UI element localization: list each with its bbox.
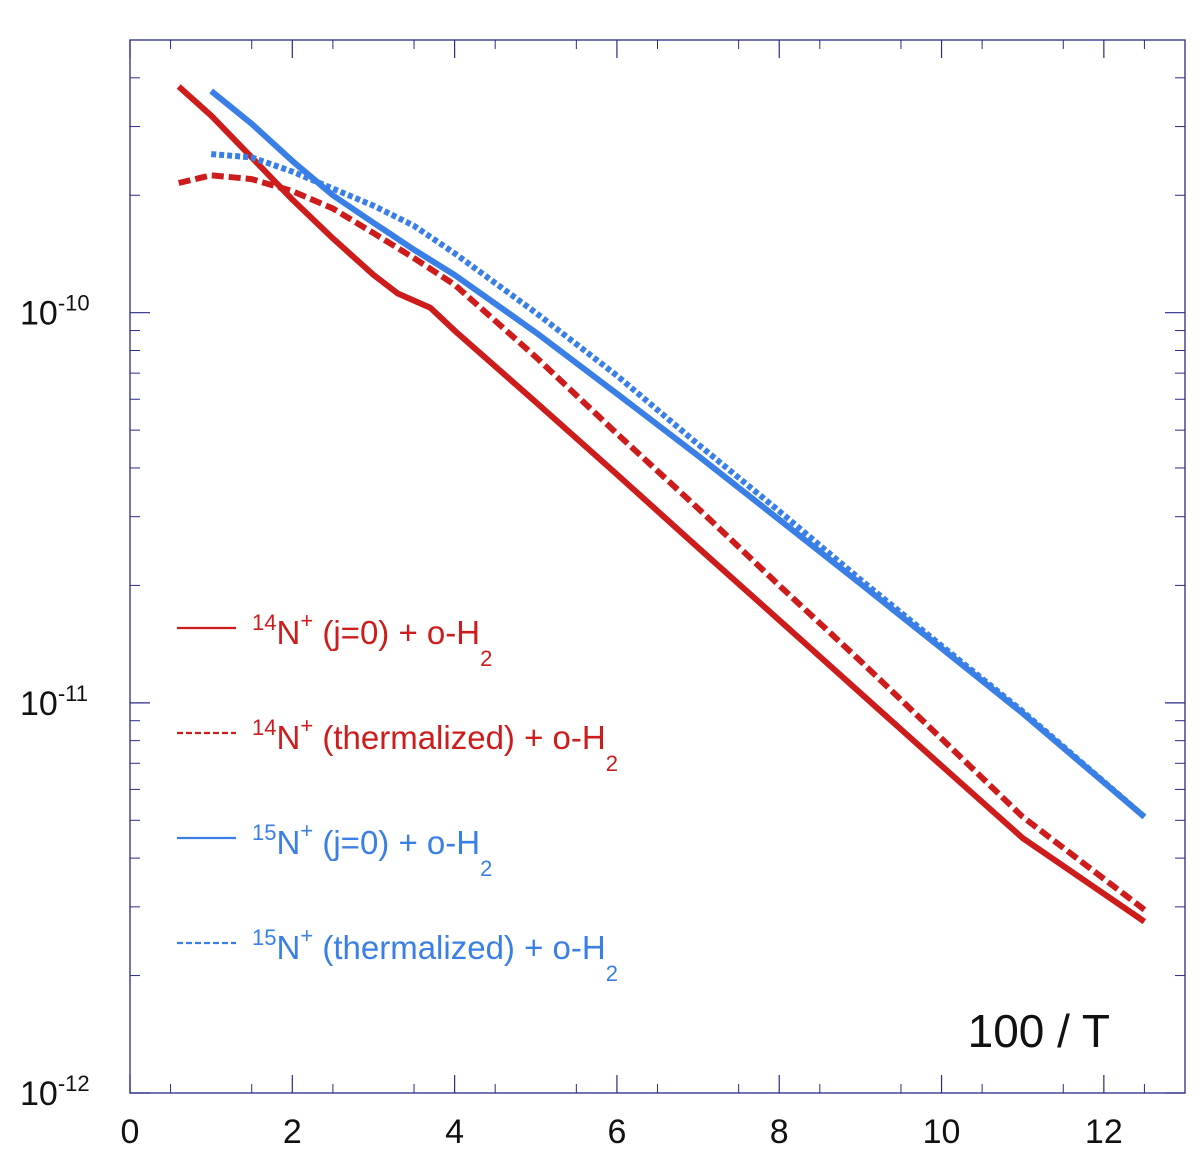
legend-mass-number: 15 [252,925,276,950]
y-tick-exponent: -11 [58,681,88,706]
y-tick-base: 10 [20,295,58,333]
series-line-4 [210,151,1147,820]
legend-element: N [276,614,300,651]
annotation-100-over-t: 100 / T [968,1005,1110,1057]
x-tick-label-8: 8 [770,1113,789,1151]
y-tick-label-1e-11: 10-11 [20,681,88,723]
y-tick-exponent: -12 [58,1071,90,1096]
legend-charge: + [300,713,313,738]
legend-subscript: 2 [480,856,492,881]
legend-middle-text: (thermalized) + o-H [313,719,606,756]
legend-label-3: 15N+ (j=0) + o-H2 [252,818,492,881]
legend-subscript: 2 [480,646,492,671]
y-tick-base: 10 [20,685,58,723]
x-tick-label-12: 12 [1085,1113,1123,1151]
series-line-1 [176,84,1147,925]
legend-label-4: 15N+ (thermalized) + o-H2 [252,923,618,986]
legend-label-2: 14N+ (thermalized) + o-H2 [252,713,618,776]
legend-mass-number: 15 [252,820,276,845]
legend-element: N [276,824,300,861]
x-tick-label-2: 2 [283,1113,302,1151]
x-tick-label-0: 0 [121,1113,140,1151]
legend-label-1: 14N+ (j=0) + o-H2 [252,608,492,671]
major-ticks [129,40,1185,1094]
y-tick-base: 10 [20,1075,58,1113]
legend-mass-number: 14 [252,715,276,740]
x-tick-label-10: 10 [923,1113,961,1151]
x-tick-labels: 0 2 4 6 8 10 12 [121,1113,1123,1151]
minor-ticks [130,39,1185,1093]
legend-middle-text: (j=0) + o-H [313,614,480,651]
series-line-3 [209,88,1147,820]
legend-charge: + [300,818,313,843]
legend-charge: + [300,608,313,633]
legend-element: N [276,719,300,756]
legend-middle-text: (thermalized) + o-H [313,929,606,966]
legend-element: N [276,929,300,966]
y-tick-label-1e-10: 10-10 [20,291,90,333]
legend-charge: + [300,923,313,948]
legend-subscript: 2 [606,961,618,986]
series-layer [176,84,1147,925]
y-tick-label-1e-12: 10-12 [20,1071,90,1113]
legend-middle-text: (j=0) + o-H [313,824,480,861]
x-tick-label-6: 6 [607,1113,626,1151]
x-tick-label-4: 4 [445,1113,464,1151]
series-line-2 [178,172,1147,913]
legend-mass-number: 14 [252,610,276,635]
y-tick-exponent: -10 [58,291,90,316]
legend-subscript: 2 [606,751,618,776]
plot-frame [129,39,1186,1094]
